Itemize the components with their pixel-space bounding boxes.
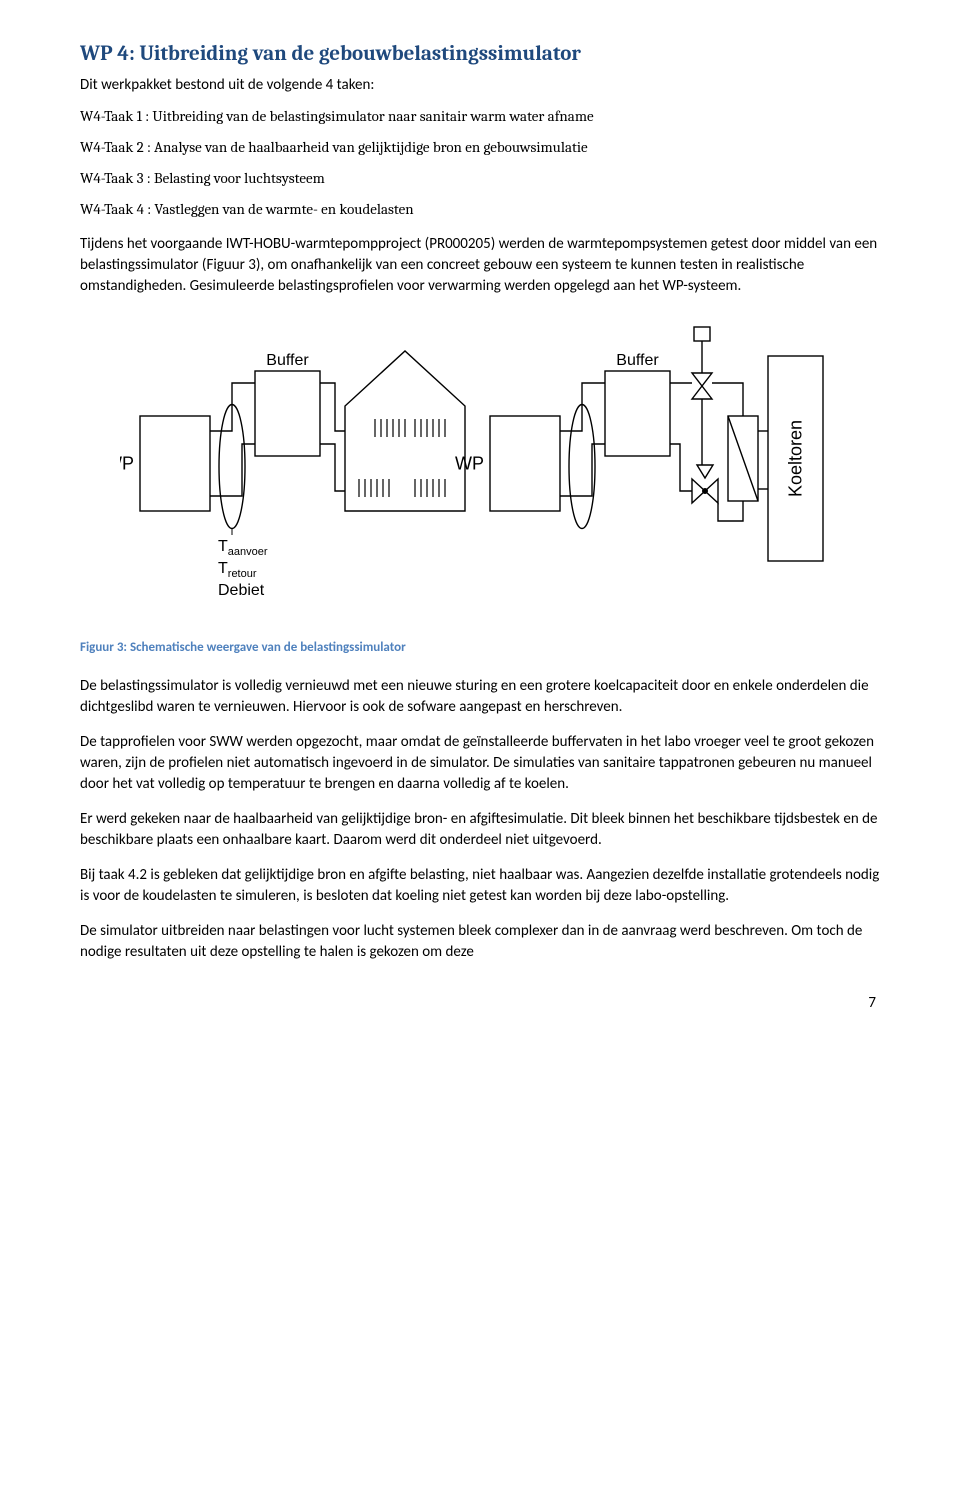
svg-text:WP: WP	[120, 454, 134, 474]
svg-text:Debiet: Debiet	[218, 582, 265, 599]
paragraph: Tijdens het voorgaande IWT-HOBU-warmtepo…	[80, 234, 880, 297]
intro-text: Dit werkpakket bestond uit de volgende 4…	[80, 75, 880, 96]
task-item: W4-Taak 2 : Analyse van de haalbaarheid …	[80, 137, 880, 158]
paragraph: De tapprofielen voor SWW werden opgezoch…	[80, 732, 880, 795]
paragraph: Bij taak 4.2 is gebleken dat gelijktijdi…	[80, 865, 880, 907]
paragraph: Er werd gekeken naar de haalbaarheid van…	[80, 809, 880, 851]
page-number: 7	[80, 993, 880, 1014]
svg-text:WP: WP	[455, 454, 484, 474]
task-item: W4-Taak 4 : Vastleggen van de warmte- en…	[80, 199, 880, 220]
section-heading: WP 4: Uitbreiding van de gebouwbelasting…	[80, 40, 880, 69]
figure-caption: Figuur 3: Schematische weergave van de b…	[80, 639, 880, 657]
paragraph: De belastingssimulator is volledig verni…	[80, 676, 880, 718]
svg-text:Koeltoren: Koeltoren	[786, 420, 806, 497]
svg-text:Tretour: Tretour	[218, 560, 257, 580]
svg-text:Buffer: Buffer	[266, 352, 309, 369]
diagram-svg: WP Buffer WP Buffer Koeltoren TaanvoerTretour…	[120, 321, 840, 621]
svg-text:Buffer: Buffer	[616, 352, 659, 369]
task-item: W4-Taak 1 : Uitbreiding van de belasting…	[80, 106, 880, 127]
diagram-figure: WP Buffer WP Buffer Koeltoren TaanvoerTretour…	[80, 321, 880, 621]
paragraph: De simulator uitbreiden naar belastingen…	[80, 921, 880, 963]
task-item: W4-Taak 3 : Belasting voor luchtsysteem	[80, 168, 880, 189]
svg-text:Taanvoer: Taanvoer	[218, 538, 268, 558]
task-list: W4-Taak 1 : Uitbreiding van de belasting…	[80, 106, 880, 220]
